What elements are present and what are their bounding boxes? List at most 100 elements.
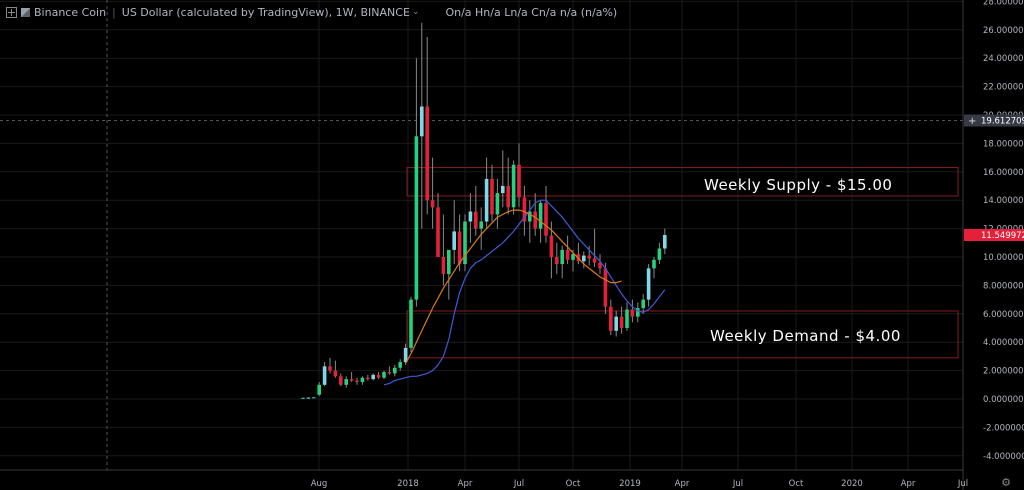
candle	[355, 377, 359, 385]
candle-body	[652, 259, 656, 269]
candle-body	[457, 231, 462, 265]
candle-body	[317, 384, 321, 395]
candle-body	[312, 397, 316, 399]
candle	[382, 370, 386, 380]
candle	[533, 193, 537, 236]
candle	[592, 228, 597, 267]
settings-gear-icon[interactable]: ⚙	[1001, 476, 1011, 489]
last-price-badge-text: 11.5499725	[981, 231, 1024, 241]
candle	[495, 178, 500, 229]
candle	[652, 257, 656, 279]
candle-body	[657, 248, 662, 260]
candle-body	[328, 366, 332, 371]
candle	[328, 357, 332, 374]
exchange[interactable]: BINANCE	[360, 5, 410, 19]
candle	[322, 362, 327, 387]
candle-body	[398, 362, 402, 368]
candle-body	[430, 200, 435, 208]
x-tick-label: Jul	[732, 479, 743, 489]
candle	[490, 164, 494, 222]
candle-body	[425, 106, 429, 201]
expand-icon[interactable]	[6, 6, 17, 18]
candle	[528, 200, 532, 243]
interval[interactable]: 1W	[335, 5, 354, 19]
candle-body	[333, 370, 338, 377]
candle	[468, 193, 473, 243]
x-tick-label: Apr	[458, 479, 473, 489]
plus-icon[interactable]: +	[968, 116, 976, 127]
candle-body	[393, 367, 397, 374]
candle-body	[420, 106, 424, 137]
candle-body	[490, 178, 494, 215]
candle-body	[355, 380, 359, 382]
candle-body	[614, 316, 618, 331]
candle-body	[414, 136, 419, 300]
demand-zone-label: Weekly Demand - $4.00	[710, 327, 901, 345]
candle	[625, 302, 629, 331]
candle-body	[528, 211, 532, 222]
last-price-badge-bg	[964, 228, 1024, 241]
candle-body	[603, 268, 608, 307]
candle	[409, 296, 413, 353]
x-tick-label: 2020	[841, 479, 863, 489]
x-tick-label: Jul	[957, 479, 968, 489]
candle	[614, 310, 618, 337]
quote-currency: US Dollar (calculated by TradingView)	[121, 5, 329, 19]
candle	[312, 396, 316, 399]
candle-body	[387, 372, 392, 374]
candle	[452, 200, 456, 265]
crosshair-price-badge-text: 19.6127094	[981, 116, 1024, 126]
candle-body	[468, 211, 473, 222]
candle	[463, 214, 467, 272]
candle-body	[403, 347, 408, 363]
candle	[587, 245, 591, 266]
ma-fast-line	[383, 199, 666, 386]
candle-body	[376, 374, 381, 378]
candle	[425, 36, 429, 215]
candle-body	[371, 374, 375, 380]
candle	[506, 157, 510, 215]
candle	[517, 143, 521, 208]
candle-body	[484, 178, 489, 222]
candle	[609, 299, 613, 336]
candle-body	[301, 397, 305, 399]
candle-body	[538, 203, 543, 229]
candle-body	[587, 255, 591, 259]
candle-body	[441, 257, 446, 275]
chevron-down-icon[interactable]: ⌄	[411, 7, 420, 17]
candle	[403, 343, 408, 365]
symbol-name[interactable]: Binance Coin	[34, 5, 107, 19]
candle	[339, 373, 343, 387]
candle	[565, 235, 570, 265]
supply-zone-label: Weekly Supply - $15.00	[704, 176, 893, 194]
candle	[576, 242, 581, 265]
supply-zone	[406, 167, 959, 197]
candle	[544, 186, 548, 243]
candle-body	[517, 164, 521, 198]
candle-body	[366, 377, 370, 380]
chart-header: Binance Coin | US Dollar (calculated by …	[6, 4, 617, 20]
candle-body	[555, 257, 559, 265]
candle-body	[560, 249, 564, 265]
candle	[420, 22, 424, 229]
candle-body	[409, 299, 413, 348]
candle-body	[463, 221, 467, 265]
exchange-separator: ,	[353, 5, 361, 19]
candle-body	[598, 262, 602, 269]
time-axis[interactable]: Aug 2018 Apr Jul Oct 2019 Apr Jul Oct 2020 Apr Jul ⚙	[0, 469, 1011, 489]
last-price-badge: 11.5499725	[964, 228, 1024, 241]
candle	[657, 242, 662, 265]
candle-body	[495, 193, 500, 215]
candle	[301, 397, 305, 399]
zones-layer	[406, 167, 959, 359]
candle	[603, 262, 608, 314]
